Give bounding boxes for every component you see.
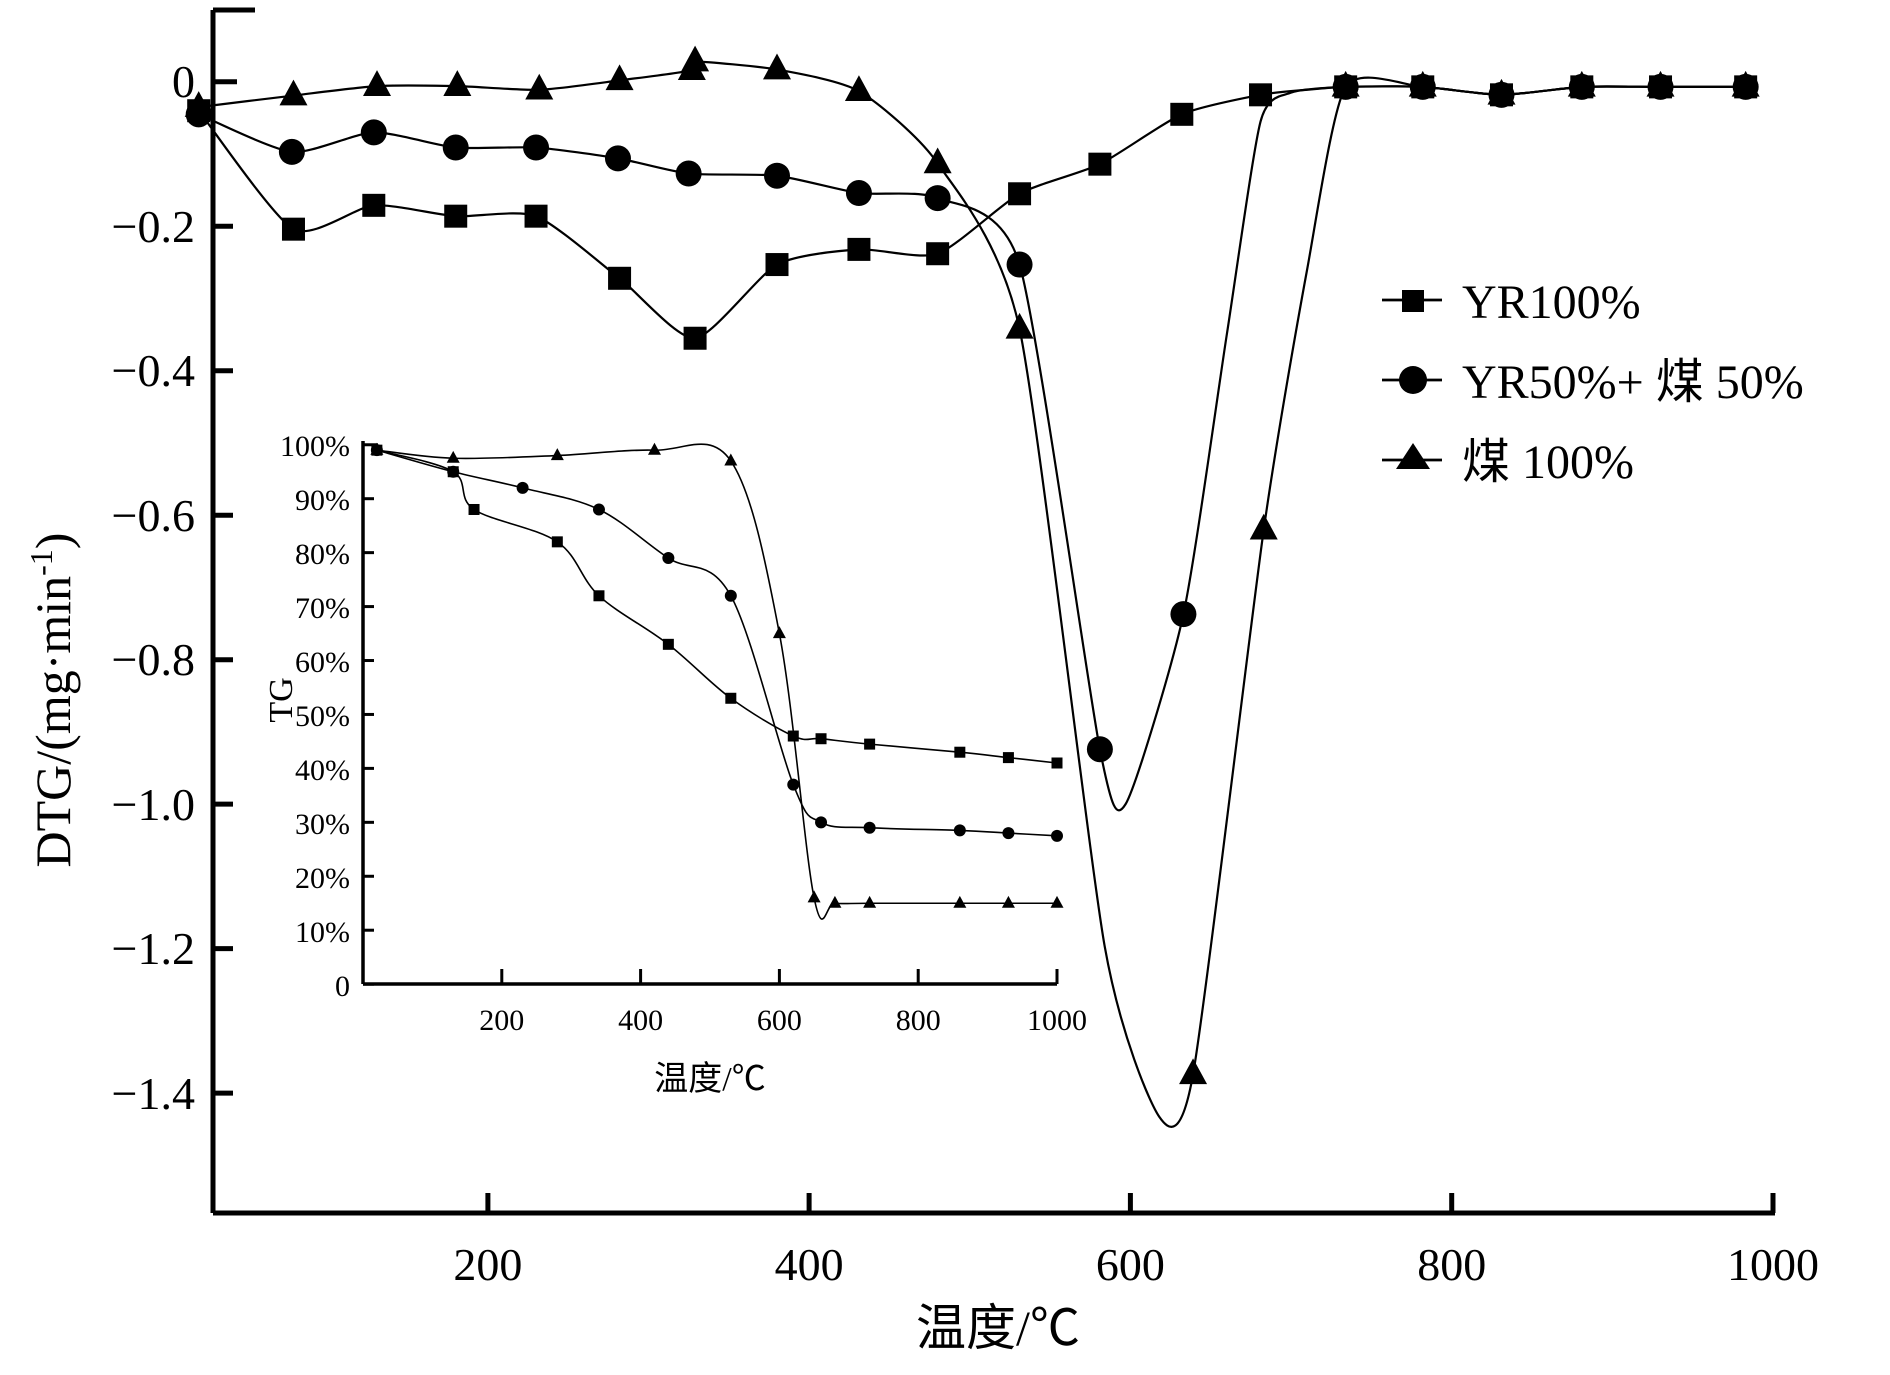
svg-text:−0.4: −0.4	[112, 345, 195, 396]
svg-text:40%: 40%	[295, 754, 350, 787]
svg-text:50%: 50%	[295, 700, 350, 733]
svg-text:DTG/(mg·min-1): DTG/(mg·min-1)	[23, 533, 81, 868]
svg-text:−1.4: −1.4	[112, 1068, 195, 1119]
svg-text:60%: 60%	[295, 646, 350, 679]
svg-text:10%: 10%	[295, 916, 350, 949]
svg-text:YR50%+ 煤 50%: YR50%+ 煤 50%	[1462, 356, 1804, 409]
svg-text:1000: 1000	[1727, 1239, 1819, 1290]
svg-text:1000: 1000	[1027, 1004, 1087, 1037]
svg-text:800: 800	[896, 1004, 941, 1037]
svg-text:100%: 100%	[280, 430, 350, 463]
svg-text:−0.2: −0.2	[112, 201, 195, 252]
svg-text:200: 200	[453, 1239, 522, 1290]
svg-text:−1.0: −1.0	[112, 779, 195, 830]
svg-text:200: 200	[479, 1004, 524, 1037]
svg-text:−1.2: −1.2	[112, 923, 195, 974]
svg-text:YR100%: YR100%	[1462, 276, 1641, 329]
svg-text:20%: 20%	[295, 862, 350, 895]
svg-text:80%: 80%	[295, 538, 350, 571]
svg-text:TG: TG	[263, 677, 300, 722]
svg-text:400: 400	[618, 1004, 663, 1037]
svg-text:温度/℃: 温度/℃	[654, 1060, 765, 1098]
svg-text:−0.8: −0.8	[112, 634, 195, 685]
svg-text:90%: 90%	[295, 484, 350, 517]
svg-text:70%: 70%	[295, 592, 350, 625]
svg-text:−0.6: −0.6	[112, 490, 195, 541]
svg-text:800: 800	[1417, 1239, 1486, 1290]
svg-text:0: 0	[335, 970, 350, 1003]
svg-text:600: 600	[1096, 1239, 1165, 1290]
svg-text:30%: 30%	[295, 808, 350, 841]
svg-text:400: 400	[775, 1239, 844, 1290]
svg-text:煤 100%: 煤 100%	[1462, 436, 1634, 489]
svg-text:600: 600	[757, 1004, 802, 1037]
svg-text:温度/℃: 温度/℃	[916, 1300, 1080, 1356]
